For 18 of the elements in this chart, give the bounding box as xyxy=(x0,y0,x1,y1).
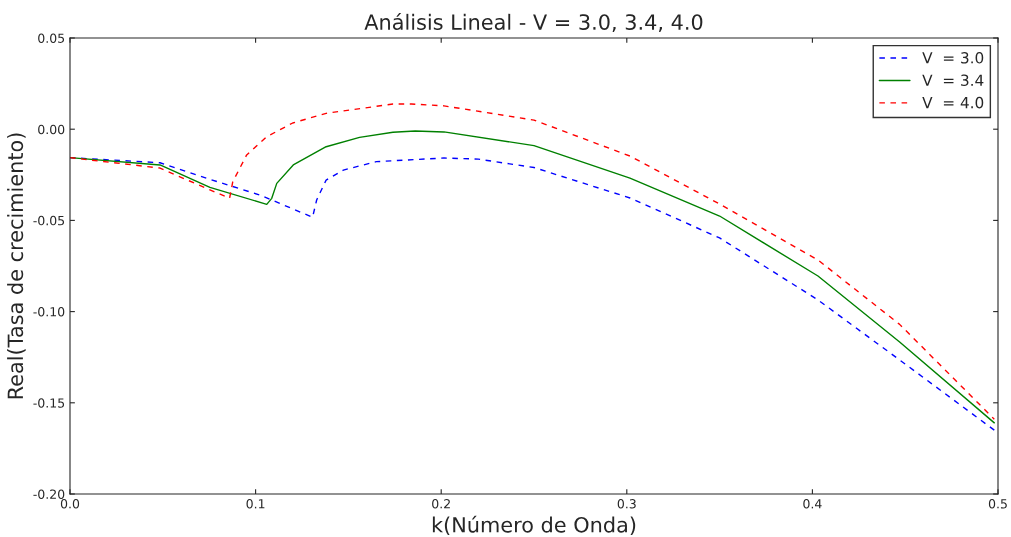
x-tick-label: 0.2 xyxy=(432,499,450,509)
legend-label: V = 3.0 xyxy=(922,52,984,64)
x-axis-title: k(Número de Onda) xyxy=(432,515,636,536)
x-tick-label: 0.1 xyxy=(246,499,265,509)
x-tick-label: 0.3 xyxy=(617,499,636,509)
x-tick-label: 0.0 xyxy=(60,499,80,509)
legend-label: V = 3.4 xyxy=(922,74,984,86)
chart-title: Análisis Lineal - V = 3.0, 3.4, 4.0 xyxy=(364,13,703,33)
y-tick-label: -0.05 xyxy=(33,215,65,226)
y-tick-label: -0.10 xyxy=(33,307,65,317)
y-tick-label: 0.05 xyxy=(38,33,65,43)
x-tick-label: 0.4 xyxy=(803,499,822,509)
y-axis-title: Real(Tasa de crecimiento) xyxy=(7,133,26,399)
y-tick-label: -0.15 xyxy=(33,398,65,408)
y-tick-label: 0.00 xyxy=(38,124,65,135)
x-tick-label: 0.5 xyxy=(988,499,1007,509)
legend-label: V = 4.0 xyxy=(922,96,984,109)
y-tick-label: -0.20 xyxy=(33,489,65,499)
